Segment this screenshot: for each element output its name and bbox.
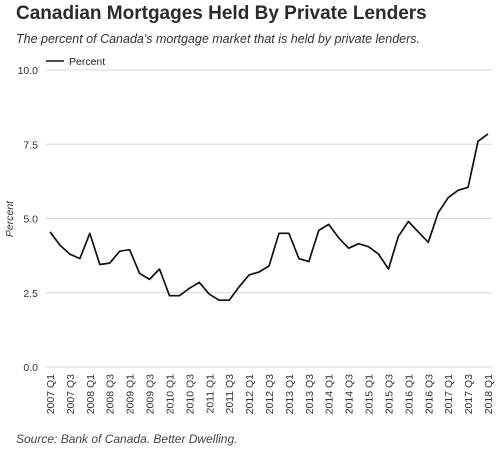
chart-title: Canadian Mortgages Held By Private Lende…: [16, 3, 427, 24]
y-tick-label: 5.0: [23, 214, 38, 226]
x-tick-label: 2016 Q3: [423, 374, 435, 414]
y-tick-label: 0.0: [23, 362, 38, 374]
x-tick-label: 2015 Q1: [364, 374, 376, 414]
x-tick-label: 2008 Q3: [105, 374, 117, 414]
x-tick-label: 2011 Q3: [224, 374, 236, 414]
x-tick-label: 2015 Q3: [383, 374, 395, 414]
source-note: Source: Bank of Canada. Better Dwelling.: [16, 432, 238, 446]
x-tick-label: 2012 Q1: [244, 374, 256, 414]
y-axis-ticks: 0.0 2.5 5.0 7.5 10.0: [18, 65, 39, 374]
x-tick-label: 2014 Q3: [344, 374, 356, 414]
legend: Percent: [46, 56, 105, 68]
series-group: [49, 133, 489, 302]
x-axis-ticks: 2007 Q1 2007 Q3 2008 Q1 2008 Q3 2009 Q1 2009 …: [45, 374, 495, 414]
x-tick-label: 2008 Q1: [85, 374, 97, 414]
x-tick-label: 2009 Q3: [145, 374, 157, 414]
x-tick-label: 2007 Q3: [65, 374, 77, 414]
x-tick-label: 2009 Q1: [125, 374, 137, 414]
chart-subtitle: The percent of Canada's mortgage market …: [16, 32, 420, 46]
y-tick-label: 2.5: [23, 288, 38, 300]
x-tick-label: 2016 Q1: [403, 374, 415, 414]
x-tick-label: 2012 Q3: [264, 374, 276, 414]
x-tick-label: 2010 Q3: [184, 374, 196, 414]
x-tick-label: 2013 Q1: [284, 374, 296, 414]
x-tick-label: 2011 Q1: [204, 374, 216, 414]
gridlines: [46, 69, 492, 368]
x-tick-label: 2017 Q1: [443, 374, 455, 414]
x-tick-label: 2013 Q3: [304, 374, 316, 414]
series-line-percent: [49, 133, 489, 302]
y-tick-label: 7.5: [23, 139, 38, 151]
x-tick-label: 2017 Q3: [463, 374, 475, 414]
y-tick-label: 10.0: [18, 65, 39, 77]
x-tick-label: 2010 Q1: [164, 374, 176, 414]
legend-label: Percent: [69, 56, 105, 68]
y-axis-label: Percent: [4, 200, 16, 237]
x-tick-label: 2018 Q1: [483, 374, 495, 414]
x-tick-label: 2007 Q1: [45, 374, 57, 414]
x-tick-label: 2014 Q1: [324, 374, 336, 414]
